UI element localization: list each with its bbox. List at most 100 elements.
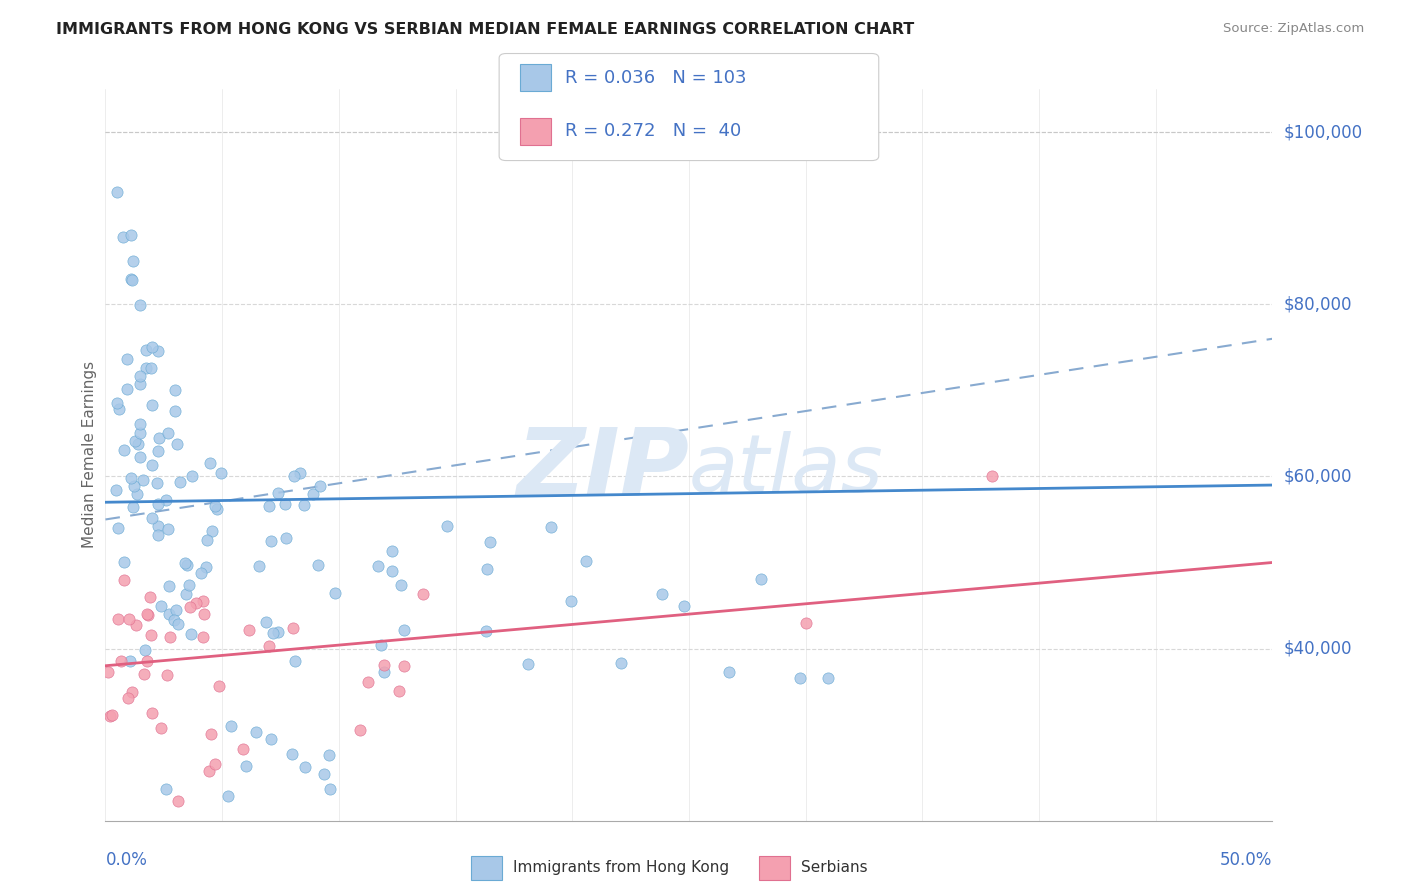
Point: [388, 683, 411, 698]
Text: atlas: atlas: [689, 431, 884, 508]
Point: [167, 617, 190, 632]
Point: [129, 377, 152, 392]
Point: [194, 560, 217, 574]
Point: [120, 654, 142, 668]
Point: [817, 671, 839, 685]
Point: [157, 607, 180, 621]
Point: [274, 497, 297, 511]
Point: [118, 612, 141, 626]
Point: [122, 254, 145, 268]
Point: [257, 500, 280, 514]
Point: [392, 624, 415, 638]
Point: [208, 679, 231, 693]
Point: [156, 425, 179, 440]
Point: [274, 531, 297, 545]
Point: [141, 398, 163, 412]
Point: [221, 718, 243, 732]
Point: [204, 500, 226, 514]
Point: [148, 497, 170, 511]
Point: [381, 564, 404, 578]
Point: [367, 558, 389, 573]
Point: [166, 436, 188, 450]
Point: [112, 555, 135, 569]
Point: [981, 469, 1004, 483]
Text: 0.0%: 0.0%: [105, 851, 148, 869]
Point: [165, 384, 187, 398]
Point: [149, 721, 172, 735]
Point: [174, 587, 197, 601]
Point: [107, 401, 129, 416]
Point: [794, 615, 817, 630]
Text: Source: ZipAtlas.com: Source: ZipAtlas.com: [1223, 22, 1364, 36]
Point: [128, 426, 150, 441]
Point: [148, 431, 170, 445]
Point: [112, 443, 135, 458]
Point: [105, 396, 128, 410]
Point: [281, 621, 304, 635]
Point: [111, 229, 134, 244]
Point: [139, 590, 162, 604]
Point: [135, 343, 157, 357]
Point: [180, 626, 202, 640]
Point: [146, 475, 169, 490]
Point: [260, 534, 283, 549]
Point: [163, 404, 186, 418]
Point: [169, 475, 191, 490]
Point: [132, 666, 155, 681]
Point: [389, 578, 412, 592]
Point: [128, 417, 150, 431]
Point: [290, 466, 312, 480]
Point: [120, 227, 142, 242]
Point: [135, 360, 157, 375]
Point: [281, 747, 304, 761]
Point: [124, 434, 146, 448]
Point: [120, 271, 142, 285]
Point: [217, 789, 239, 803]
Point: [267, 486, 290, 500]
Point: [260, 731, 283, 746]
Point: [139, 361, 162, 376]
Point: [117, 690, 139, 705]
Point: [110, 654, 132, 668]
Point: [165, 603, 187, 617]
Point: [245, 724, 267, 739]
Point: [357, 675, 380, 690]
Point: [323, 585, 346, 599]
Text: $100,000: $100,000: [1284, 123, 1362, 141]
Point: [134, 643, 156, 657]
Point: [318, 747, 340, 762]
Point: [193, 594, 215, 608]
Point: [129, 450, 152, 464]
Point: [302, 487, 325, 501]
Text: R = 0.036   N = 103: R = 0.036 N = 103: [565, 69, 747, 87]
Point: [121, 685, 143, 699]
Point: [205, 501, 228, 516]
Point: [163, 614, 186, 628]
Point: [148, 518, 170, 533]
Point: [370, 638, 392, 652]
Point: [176, 558, 198, 572]
Point: [292, 499, 315, 513]
Point: [560, 593, 582, 607]
Point: [159, 630, 181, 644]
Point: [105, 186, 128, 200]
Point: [193, 607, 215, 622]
Point: [200, 727, 222, 741]
Point: [128, 298, 150, 312]
Point: [166, 794, 188, 808]
Point: [294, 760, 316, 774]
Point: [132, 473, 155, 487]
Point: [373, 665, 395, 680]
Point: [475, 562, 498, 576]
Point: [308, 558, 330, 573]
Point: [112, 573, 135, 587]
Point: [789, 671, 811, 685]
Point: [478, 535, 501, 549]
Text: ZIP: ZIP: [516, 424, 689, 516]
Point: [179, 599, 201, 614]
Point: [749, 572, 772, 586]
Point: [319, 782, 342, 797]
Point: [373, 657, 395, 672]
Point: [201, 524, 224, 538]
Point: [155, 492, 177, 507]
